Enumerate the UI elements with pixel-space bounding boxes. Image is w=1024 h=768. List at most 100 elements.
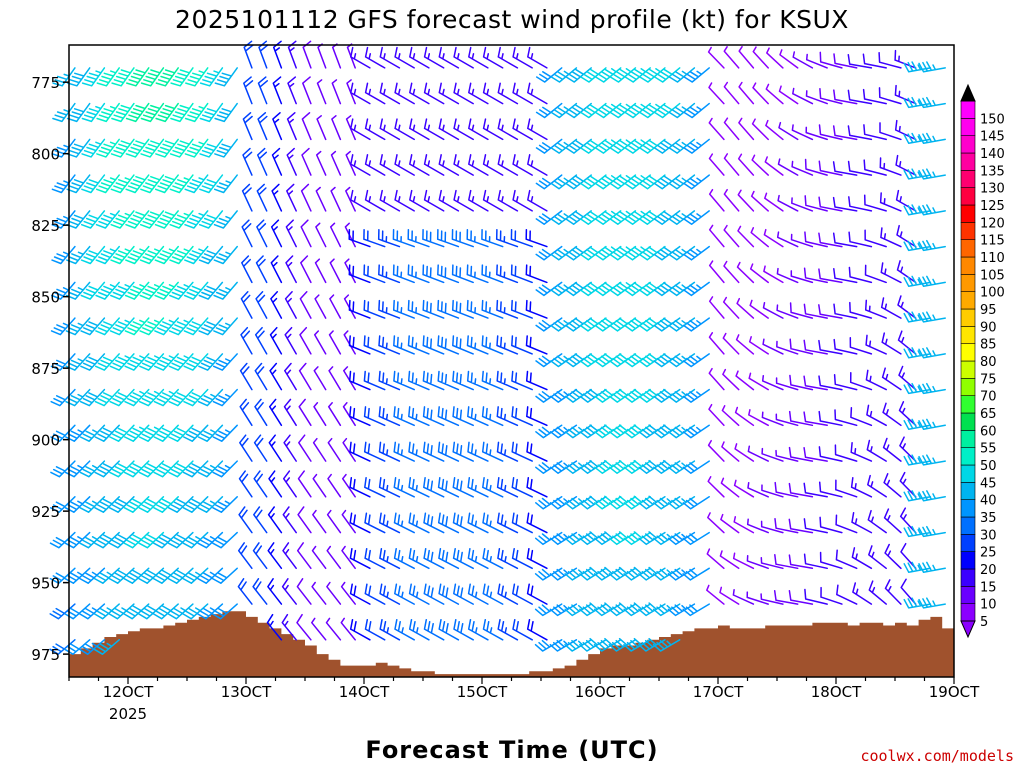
y-tick-label: 950: [31, 575, 60, 593]
wind-barb: [394, 618, 415, 641]
wind-barb: [408, 618, 430, 641]
wind-barb: [124, 317, 150, 336]
wind-barb: [213, 245, 238, 265]
wind-barb: [237, 578, 253, 605]
wind-barb: [884, 543, 902, 570]
wind-barb: [564, 567, 592, 581]
wind-barb: [481, 370, 504, 391]
wind-barb: [298, 362, 312, 391]
wind-barb: [266, 613, 283, 641]
wind-barb: [94, 496, 120, 513]
wind-barb: [549, 460, 578, 474]
wind-barb: [790, 270, 814, 284]
colorbar-swatch: [960, 551, 976, 570]
wind-barb: [868, 580, 887, 605]
wind-barb: [437, 477, 460, 498]
wind-barb: [788, 589, 814, 605]
wind-barb: [482, 82, 504, 105]
wind-barb: [287, 76, 297, 105]
wind-barb: [453, 154, 474, 176]
wind-barb: [788, 518, 814, 534]
wind-barb: [667, 388, 696, 403]
wind-barb: [805, 90, 828, 105]
wind-barb: [123, 531, 150, 549]
wind-barb: [51, 245, 76, 265]
wind-barb: [761, 447, 784, 462]
wind-barb: [865, 369, 887, 391]
wind-barb: [212, 460, 238, 478]
wind-barb: [751, 154, 769, 176]
wind-barb: [682, 388, 710, 403]
wind-barb: [327, 402, 342, 427]
wind-barb: [348, 299, 371, 319]
wind-barb: [255, 255, 268, 284]
wind-barb: [325, 617, 342, 641]
wind-barb: [168, 353, 194, 371]
wind-barb: [197, 388, 224, 407]
wind-barb: [653, 102, 681, 119]
wind-barb: [834, 409, 858, 427]
wind-barb: [550, 67, 578, 83]
wind-barb: [707, 512, 725, 534]
wind-barb: [549, 531, 578, 546]
wind-barb: [623, 353, 651, 368]
wind-barb: [849, 301, 873, 319]
wind-barb: [51, 210, 76, 229]
wind-barb: [496, 370, 519, 391]
colorbar-label: 70: [980, 390, 997, 405]
wind-barb: [468, 82, 489, 105]
wind-barb: [526, 441, 548, 462]
wind-barb: [328, 366, 342, 391]
wind-barb: [918, 525, 946, 538]
wind-barb: [408, 512, 430, 534]
wind-barb: [624, 174, 651, 190]
wind-barb: [296, 542, 312, 570]
wind-barb: [81, 102, 106, 123]
wind-barb: [580, 67, 607, 83]
colorbar-swatch: [960, 187, 976, 206]
wind-barb: [579, 388, 607, 403]
wind-barb: [579, 317, 607, 332]
wind-barb: [467, 406, 489, 427]
wind-barb: [764, 192, 784, 212]
colorbar-swatch: [960, 586, 976, 604]
wind-barb: [94, 353, 120, 371]
wind-barb: [214, 138, 238, 158]
colorbar-swatch: [960, 482, 976, 500]
colorbar-label: 35: [980, 511, 997, 526]
wind-barb: [253, 434, 268, 462]
wind-barb: [804, 158, 828, 176]
wind-barb: [185, 67, 209, 87]
wind-barb: [776, 267, 799, 284]
y-tick-label: 850: [31, 289, 60, 307]
x-tick-label: 18OCT: [811, 683, 862, 701]
wind-barb: [124, 388, 150, 407]
wind-barb: [832, 161, 858, 176]
wind-barb: [512, 583, 533, 605]
colorbar-swatch: [960, 534, 976, 552]
wind-barb: [496, 264, 519, 284]
wind-barb: [281, 578, 297, 605]
wind-barb: [746, 591, 769, 605]
wind-barb: [496, 335, 519, 355]
wind-barb: [779, 49, 799, 69]
wind-barb: [788, 410, 814, 427]
wind-barb: [198, 245, 224, 265]
wind-barb: [496, 477, 519, 498]
wind-barb: [564, 317, 592, 332]
wind-barb: [764, 156, 784, 176]
wind-barb: [723, 153, 740, 176]
wind-barb: [212, 531, 238, 549]
wind-barb: [550, 138, 578, 154]
wind-barb: [708, 332, 725, 355]
wind-barb: [894, 84, 917, 105]
wind-barb: [579, 459, 607, 474]
wind-barb: [138, 531, 165, 549]
wind-barb: [139, 317, 165, 336]
wind-barb: [594, 317, 622, 332]
wind-barb: [682, 531, 710, 546]
wind-barb: [392, 228, 415, 248]
wind-barb: [182, 567, 209, 584]
y-tick-label: 800: [31, 146, 60, 164]
